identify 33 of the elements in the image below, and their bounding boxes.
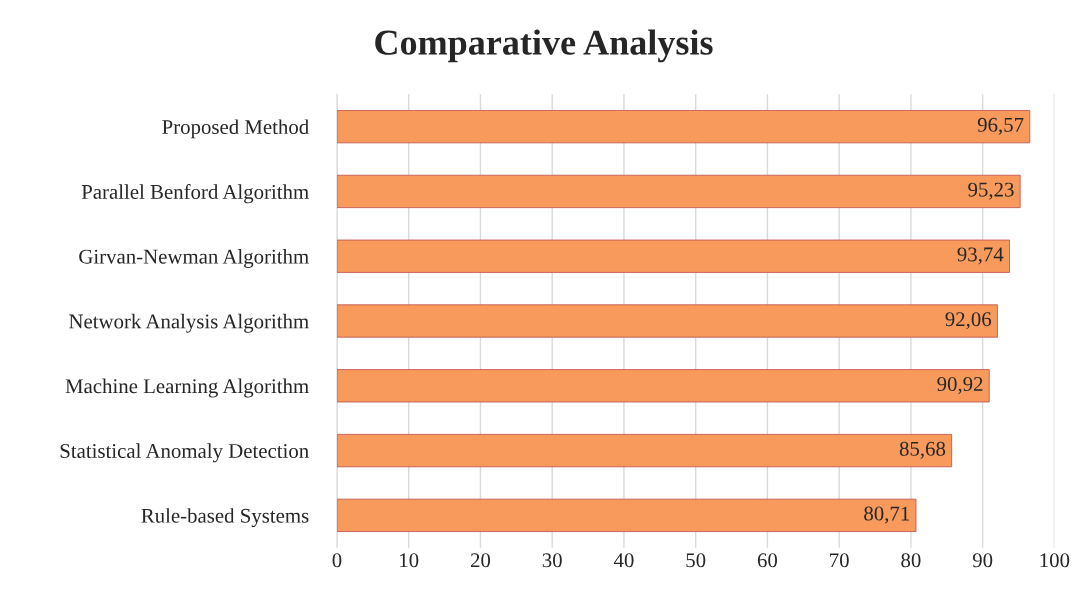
bar — [336, 433, 953, 468]
data-label: 96,57 — [977, 117, 1024, 135]
y-tick-label: Rule-based Systems — [141, 508, 309, 528]
y-tick-label: Girvan-Newman Algorithm — [79, 248, 309, 268]
bar — [336, 174, 1021, 209]
data-label: 95,23 — [968, 182, 1014, 200]
x-tick-label: 40 — [613, 553, 634, 568]
data-label: 85,68 — [899, 441, 946, 459]
x-tick-label: 90 — [972, 553, 993, 568]
x-tick-label: 100 — [1040, 553, 1070, 568]
data-label: 92,06 — [945, 312, 992, 330]
x-tick-label: 20 — [470, 553, 491, 568]
y-tick-label: Network Analysis Algorithm — [69, 313, 309, 333]
bar — [336, 110, 1031, 144]
data-label: 80,71 — [864, 506, 910, 524]
y-tick-label: Machine Learning Algorithm — [65, 378, 309, 398]
bar — [336, 239, 1010, 273]
x-tick-label: 70 — [830, 553, 849, 568]
chart-title: Comparative Analysis — [375, 29, 713, 63]
y-tick-label: Proposed Method — [162, 119, 309, 139]
data-label: 90,92 — [937, 376, 983, 395]
x-tick-label: 50 — [686, 553, 706, 568]
x-tick-label: 80 — [901, 553, 921, 568]
x-tick-label: 60 — [757, 553, 778, 568]
x-tick-label: 10 — [400, 553, 419, 568]
data-label: 93,74 — [957, 247, 1004, 265]
bar — [336, 498, 917, 532]
x-tick-label: 0 — [332, 553, 342, 568]
bar — [336, 304, 998, 338]
x-tick-label: 30 — [542, 553, 562, 568]
bar — [336, 369, 990, 403]
y-tick-label: Statistical Anomaly Detection — [60, 443, 309, 463]
y-tick-label: Parallel Benford Algorithm — [81, 184, 309, 204]
